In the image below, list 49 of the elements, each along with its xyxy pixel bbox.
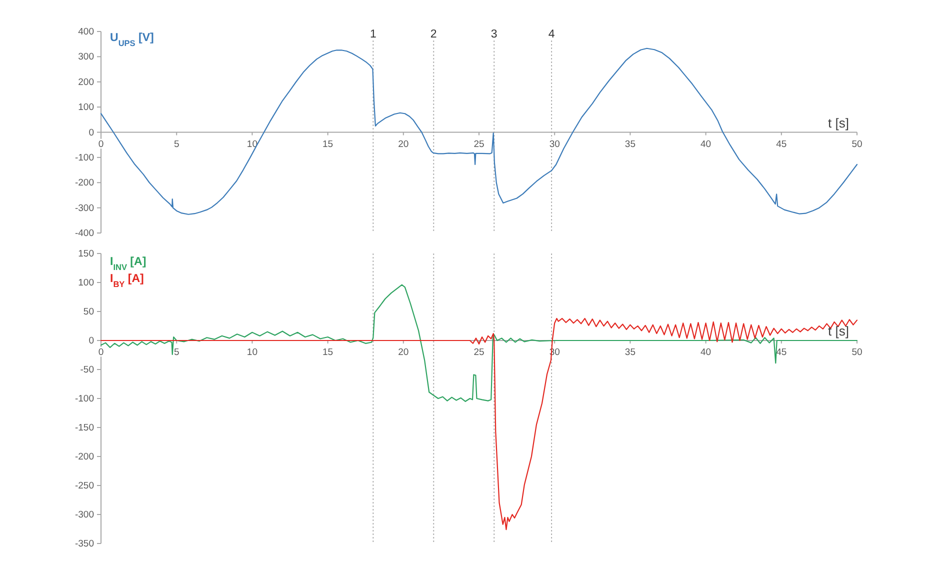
y-tick-label: -150 — [74, 422, 94, 434]
x-tick-label: 20 — [398, 138, 409, 150]
y-tick-label: 150 — [78, 248, 94, 260]
x-tick-label: 50 — [852, 347, 862, 358]
y-tick-label: 200 — [78, 76, 94, 88]
x-axis-title: t [s] — [828, 115, 849, 130]
y-tick-label: 0 — [88, 336, 94, 347]
x-tick-label: 50 — [852, 138, 862, 150]
annotation: 3 — [490, 28, 498, 40]
x-tick-label: 0 — [98, 138, 104, 150]
x-tick-label: 20 — [398, 347, 409, 358]
y-tick-label: -300 — [74, 202, 94, 214]
x-tick-label: 10 — [246, 347, 258, 358]
x-tick-label: 40 — [700, 347, 712, 358]
x-tick-label: 15 — [322, 347, 334, 358]
annotation: 1 — [370, 28, 376, 40]
y-tick-label: -250 — [74, 480, 94, 492]
x-tick-label: 25 — [474, 347, 484, 358]
x-tick-label: 15 — [322, 138, 334, 150]
y-tick-label: 400 — [78, 26, 94, 38]
x-tick-label: 25 — [474, 138, 484, 150]
x-tick-label: 45 — [776, 138, 787, 150]
x-axis-title: t [s] — [828, 324, 849, 338]
y-tick-label: -350 — [74, 538, 94, 550]
x-tick-label: 0 — [98, 347, 104, 358]
text: I$_{INV}$ [A] — [110, 256, 146, 272]
y-axis-title: U$_{UPS}$ [V] — [110, 32, 154, 48]
y-tick-label: -400 — [74, 228, 94, 240]
x-tick-label: 5 — [174, 347, 180, 358]
y-tick-label: -300 — [74, 510, 94, 521]
annotation: 4 — [548, 28, 556, 40]
y-tick-label: 300 — [78, 52, 94, 63]
annotation: 2 — [430, 28, 437, 40]
x-tick-label: 45 — [776, 347, 787, 358]
y-tick-label: -200 — [74, 452, 94, 463]
y-tick-label: -100 — [74, 152, 94, 164]
y-tick-label: 50 — [83, 306, 94, 318]
x-tick-label: 5 — [174, 138, 180, 150]
x-tick-label: 35 — [624, 138, 636, 150]
x-tick-label: 40 — [700, 138, 712, 150]
y-tick-label: 0 — [88, 127, 94, 138]
y-tick-label: -50 — [80, 364, 94, 376]
x-tick-label: 35 — [624, 347, 636, 358]
y-tick-label: -200 — [74, 178, 94, 189]
y-tick-label: -100 — [74, 394, 94, 405]
y-tick-label: 100 — [78, 278, 94, 289]
text: I$_{BY}$ [A] — [110, 273, 144, 288]
x-tick-label: 30 — [549, 138, 560, 150]
y-tick-label: 100 — [78, 102, 94, 114]
